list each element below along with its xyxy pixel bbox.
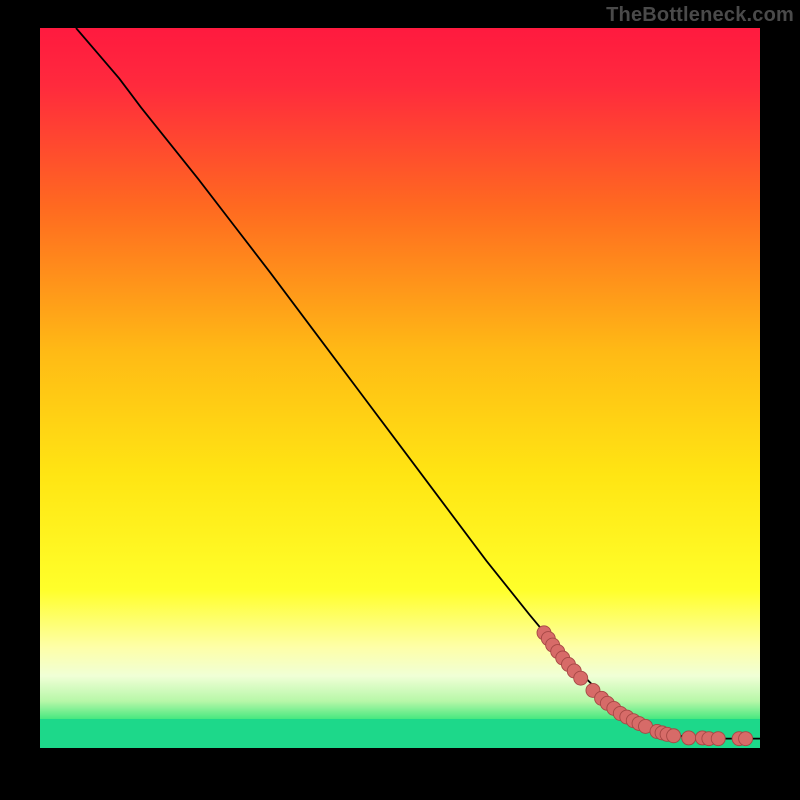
chart-data-marker xyxy=(739,732,753,746)
chart-data-marker xyxy=(711,732,725,746)
chart-marker-group xyxy=(537,626,753,746)
watermark-label: TheBottleneck.com xyxy=(606,4,794,27)
chart-data-marker xyxy=(574,671,588,685)
chart-data-marker xyxy=(682,731,696,745)
chart-plot-area xyxy=(40,28,760,748)
chart-data-marker xyxy=(667,729,681,743)
chart-curve-path xyxy=(76,28,760,739)
chart-curve-layer xyxy=(40,28,760,748)
